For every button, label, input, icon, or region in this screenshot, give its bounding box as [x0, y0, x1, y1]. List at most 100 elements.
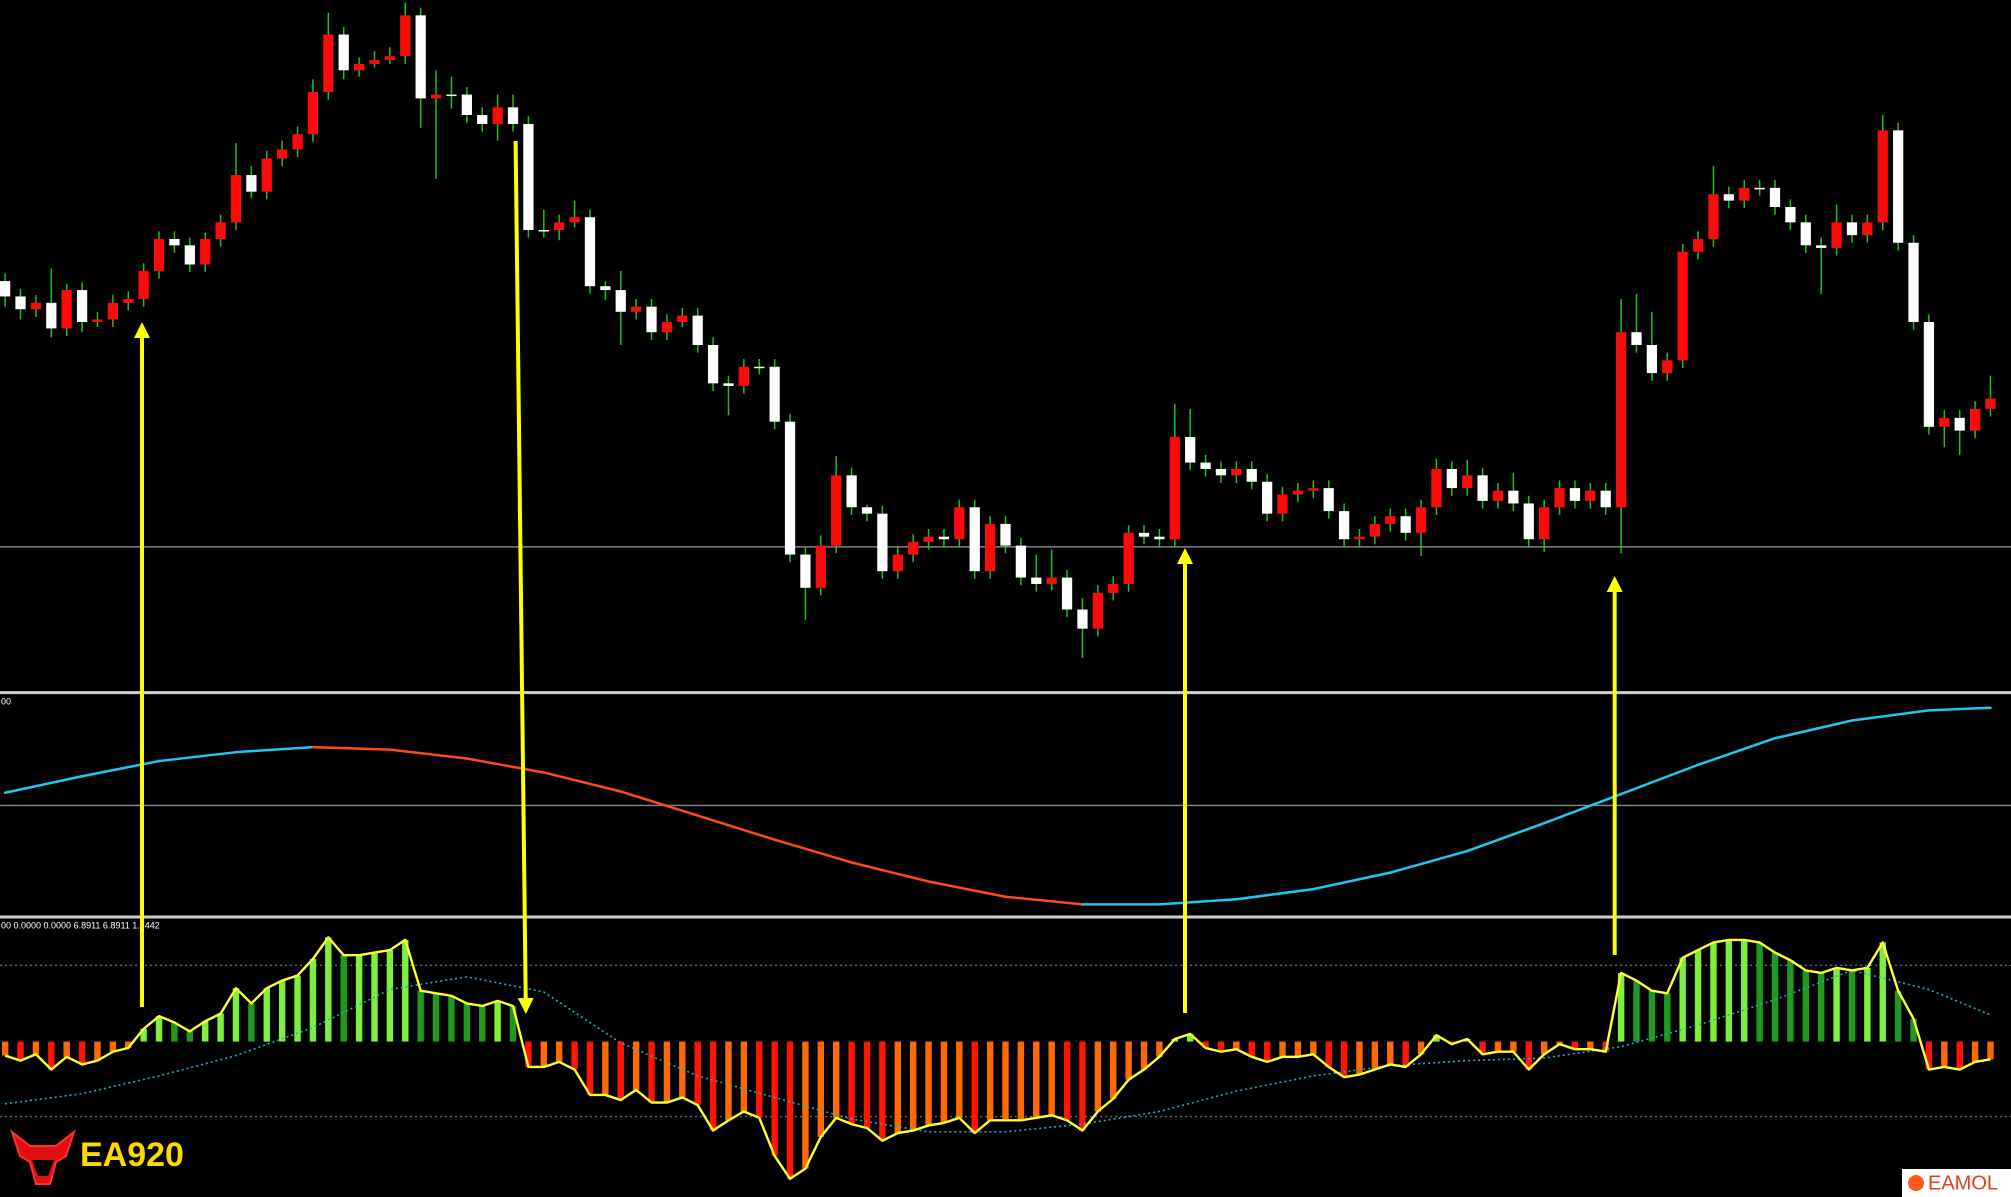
candle-body — [908, 541, 919, 555]
candle-body — [1262, 481, 1273, 514]
histogram-bar — [1186, 1033, 1194, 1042]
candle-body — [1292, 490, 1304, 495]
candle-body — [76, 290, 88, 323]
histogram-bar — [1756, 942, 1763, 1042]
histogram-bar — [1710, 942, 1717, 1042]
histogram-bar — [232, 988, 240, 1042]
candle-body — [969, 507, 980, 572]
arrow — [513, 140, 534, 1014]
histogram-bar — [956, 1041, 963, 1118]
candle-body — [861, 507, 873, 514]
histogram-bar — [1033, 1041, 1040, 1118]
histogram-bar — [1741, 939, 1748, 1042]
histogram-bar — [417, 990, 424, 1042]
indicator-label: 00 0.0000 0.0000 6.8911 6.8911 1.7442 — [1, 920, 160, 930]
histogram-bar — [1833, 967, 1840, 1042]
histogram-bar — [1587, 1041, 1594, 1050]
histogram-bar — [1925, 1041, 1933, 1070]
candle-body — [261, 158, 272, 192]
candle-body — [1415, 507, 1427, 533]
line-segment — [1773, 719, 1854, 740]
candle-body — [600, 286, 611, 291]
logo-icon — [32, 1160, 54, 1176]
histogram-bar — [863, 1041, 871, 1128]
candle-body — [1769, 187, 1781, 208]
histogram-bar — [355, 955, 363, 1042]
candle-body — [707, 345, 719, 384]
histogram-bar — [94, 1041, 101, 1061]
candle-body — [1000, 523, 1011, 546]
candle-body — [1277, 494, 1288, 514]
candle-body — [1092, 592, 1103, 629]
candle-body — [1031, 577, 1042, 584]
candle-body — [446, 94, 457, 97]
candle-body — [1308, 488, 1319, 491]
histogram-bar — [32, 1041, 40, 1055]
candle-body — [61, 290, 72, 329]
histogram-bar — [201, 1021, 209, 1042]
candle-body — [800, 554, 811, 588]
candle-body — [1785, 207, 1796, 223]
histogram-bar — [1879, 942, 1886, 1042]
histogram-bar — [1340, 1041, 1348, 1078]
value-line — [4, 936, 1991, 1181]
candle-body — [1569, 488, 1581, 501]
candle-body — [1939, 417, 1950, 427]
histogram-bar — [1294, 1041, 1302, 1057]
candle-body — [923, 536, 934, 542]
candle-body — [1123, 532, 1134, 584]
histogram-bar — [48, 1041, 55, 1070]
histogram-bar — [1494, 1041, 1502, 1052]
candle-body — [815, 545, 826, 588]
line-segment — [1389, 849, 1469, 874]
histogram-bar — [1094, 1041, 1102, 1112]
candle-body — [1215, 468, 1227, 476]
histogram-bar — [602, 1041, 609, 1095]
candle-body — [692, 315, 703, 346]
candle-body — [1462, 475, 1473, 489]
histogram-bar — [1787, 960, 1794, 1042]
line-segment — [1004, 895, 1084, 906]
watermark: EAMOL — [1902, 1169, 2011, 1197]
candle-body — [1246, 468, 1257, 482]
line-segment — [927, 880, 1007, 898]
line-segment — [850, 861, 930, 883]
histogram-bar — [571, 1041, 578, 1070]
histogram-bar — [971, 1041, 978, 1134]
candle-body — [523, 123, 534, 231]
candle-body — [492, 107, 503, 124]
candle-body — [754, 366, 765, 369]
histogram-bar — [1648, 990, 1656, 1042]
candle-body — [1816, 245, 1827, 248]
histogram-bar — [1848, 970, 1856, 1042]
histogram-bar — [340, 955, 347, 1042]
histogram-bar — [1525, 1041, 1532, 1070]
histogram-bar — [909, 1041, 917, 1131]
histogram-bar — [1371, 1041, 1379, 1070]
candle-body — [846, 475, 857, 508]
candle-body — [153, 238, 165, 271]
histogram-bar — [1433, 1035, 1440, 1042]
histogram-bar — [663, 1041, 671, 1103]
histogram-bar — [1694, 950, 1702, 1042]
histogram-bar — [802, 1041, 809, 1169]
histogram-bar — [125, 1041, 132, 1048]
candle-body — [1692, 238, 1704, 252]
candle-body — [215, 222, 226, 239]
signal-line — [5, 969, 1991, 1133]
candle-body — [954, 507, 965, 540]
candle-body — [384, 56, 396, 61]
histogram-bar — [1325, 1041, 1332, 1067]
histogram-bar — [1125, 1041, 1132, 1080]
candle-body — [1015, 545, 1027, 578]
candle-body — [831, 475, 842, 546]
candle-body — [984, 523, 996, 572]
candle-body — [1431, 468, 1442, 508]
histogram-bar — [1, 1041, 9, 1056]
histogram-bar — [740, 1041, 748, 1112]
histogram-bar — [17, 1041, 24, 1061]
candle-body — [107, 302, 118, 320]
line-segment — [1696, 736, 1777, 767]
